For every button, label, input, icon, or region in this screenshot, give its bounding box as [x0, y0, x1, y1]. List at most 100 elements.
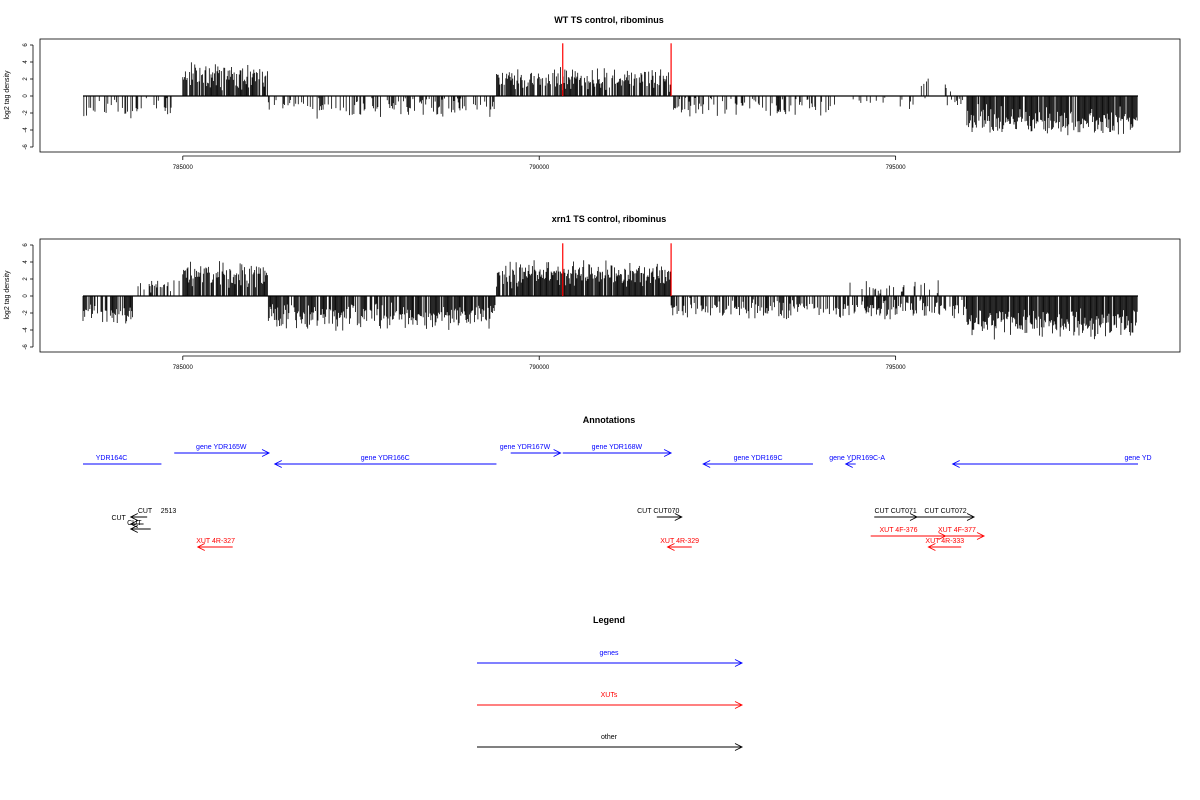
- x-tick-label: 785000: [173, 165, 194, 171]
- arrow-head: [674, 513, 683, 521]
- feature-label: 2513: [161, 508, 177, 515]
- legend-items: genes XUTs other: [477, 650, 744, 751]
- y-tick-label: 4: [23, 60, 29, 64]
- y-tick-label: -6: [23, 144, 29, 150]
- feature-label: gene YD: [1124, 455, 1151, 462]
- x-tick-label: 795000: [886, 365, 907, 371]
- arrow-head: [273, 460, 282, 468]
- y-tick-label: 0: [23, 294, 29, 298]
- feature-label: XUT 4F-376: [879, 527, 917, 534]
- arrow-head: [702, 460, 711, 468]
- gene-feature: gene YDR167W: [500, 444, 562, 457]
- gene-feature: gene YDR169C-A: [829, 455, 885, 468]
- arrow-head: [261, 449, 271, 457]
- y-tick-label: -2: [23, 110, 29, 116]
- legend: Legend genes XUTs other: [477, 615, 744, 751]
- y-tick-label: 2: [23, 277, 29, 281]
- arrow-head: [129, 513, 138, 521]
- y-tick-label: -4: [23, 327, 29, 333]
- arrow-head: [663, 449, 673, 457]
- xrn1-plot-frame: [39, 238, 1181, 353]
- feature-label: gene YDR169C: [734, 455, 783, 462]
- feature-label: CUT CUT070: [637, 508, 679, 515]
- xut-feature: XUT 4R-333: [925, 538, 964, 551]
- feature-label: YDR164C: [96, 455, 128, 462]
- feature-label: CUT: [111, 515, 126, 522]
- wt-track-title: WT TS control, ribominus: [554, 15, 664, 25]
- y-tick-label: 4: [23, 260, 29, 264]
- x-tick-label: 790000: [529, 165, 550, 171]
- gene-feature: YDR164C: [83, 455, 162, 465]
- feature-label: XUT 4F-377: [938, 527, 976, 534]
- arrow-head: [951, 460, 960, 468]
- arrow-head: [927, 543, 936, 551]
- feature-label: CUT CUT071: [874, 508, 916, 515]
- arrow-head: [734, 743, 744, 751]
- y-tick-label: 2: [23, 77, 29, 81]
- wt-track: WT TS control, ribominus log2 tag densit…: [4, 15, 1181, 171]
- wt-plot-frame: [39, 38, 1181, 153]
- feature-label: gene YDR166C: [361, 455, 410, 462]
- other-feature: CUT CUT072: [917, 508, 976, 521]
- x-tick-label: 795000: [886, 165, 907, 171]
- xrn1-axes: -6 -4 -2 0 2 4 6 785000 790000 795000: [23, 243, 906, 371]
- y-tick-label: 6: [23, 43, 29, 47]
- arrow-head: [844, 460, 853, 468]
- gene-feature: gene YD: [951, 455, 1152, 468]
- legend-label: genes: [599, 650, 619, 657]
- wt-bars: [83, 43, 1138, 136]
- feature-label: gene YDR169C-A: [829, 455, 885, 462]
- legend-label: other: [601, 734, 618, 741]
- legend-label: XUTs: [601, 692, 618, 699]
- other-feature: 2513: [161, 508, 177, 515]
- arrow-head: [129, 525, 138, 533]
- other-feature: CUT CUT070: [637, 508, 683, 521]
- other-feature: CUT: [129, 508, 153, 521]
- arrow-head: [666, 543, 675, 551]
- feature-label: XUT 4R-329: [660, 538, 699, 545]
- feature-label: CUT: [127, 520, 142, 527]
- arrow-head: [976, 532, 986, 540]
- feature-label: gene YDR165W: [196, 444, 247, 451]
- xrn1-track: xrn1 TS control, ribominus log2 tag dens…: [4, 214, 1181, 371]
- legend-title: Legend: [593, 615, 625, 625]
- wt-y-axis-label: log2 tag density: [4, 70, 11, 120]
- y-tick-label: -4: [23, 127, 29, 133]
- xut-feature: XUT 4F-377: [938, 527, 986, 540]
- arrow-head: [553, 449, 562, 457]
- gene-feature: gene YDR169C: [702, 455, 813, 468]
- annotations-panel: Annotations YDR164C gene YDR165W gene YDR1…: [83, 415, 1152, 551]
- arrow-head: [734, 701, 744, 709]
- xrn1-bars: [82, 243, 1138, 340]
- x-tick-label: 790000: [529, 365, 550, 371]
- xrn1-y-axis-label: log2 tag density: [4, 270, 11, 320]
- y-tick-label: 6: [23, 243, 29, 247]
- arrow-head: [734, 659, 744, 667]
- annotation-features: YDR164C gene YDR165W gene YDR166C gene YDR1…: [83, 444, 1152, 551]
- other-feature: CUT CUT071: [874, 508, 919, 521]
- feature-label: gene YDR167W: [500, 444, 551, 451]
- arrow-head: [196, 543, 205, 551]
- feature-label: CUT CUT072: [924, 508, 966, 515]
- wt-axes: -6 -4 -2 0 2 4 6 785000 790000 795000: [23, 43, 906, 171]
- legend-item: other: [477, 734, 744, 751]
- gene-feature: gene YDR166C: [273, 455, 497, 468]
- annotations-title: Annotations: [583, 415, 636, 425]
- gene-feature: gene YDR165W: [174, 444, 271, 457]
- gene-feature: gene YDR168W: [562, 444, 673, 457]
- legend-item: genes: [477, 650, 744, 667]
- xrn1-track-title: xrn1 TS control, ribominus: [552, 214, 667, 224]
- x-tick-label: 785000: [173, 365, 194, 371]
- feature-label: XUT 4R-327: [196, 538, 235, 545]
- feature-label: gene YDR168W: [592, 444, 643, 451]
- y-tick-label: -6: [23, 344, 29, 350]
- y-tick-label: 0: [23, 94, 29, 98]
- arrow-head: [966, 513, 976, 521]
- feature-label: XUT 4R-333: [925, 538, 964, 545]
- xut-feature: XUT 4R-327: [196, 538, 235, 551]
- arrow-head: [909, 513, 919, 521]
- xut-feature: XUT 4R-329: [660, 538, 699, 551]
- other-feature: CUT: [127, 520, 151, 533]
- legend-item: XUTs: [477, 692, 744, 709]
